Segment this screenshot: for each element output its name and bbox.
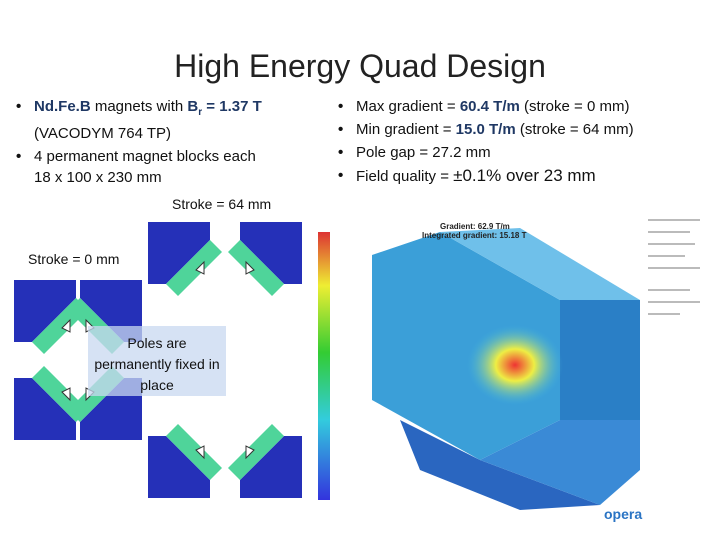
bullet-text: Min gradient = — [356, 121, 456, 138]
bullet: Nd.Fe.B magnets with Br = 1.37 T (VACODY… — [16, 96, 334, 144]
color-bar — [318, 232, 330, 500]
note-box — [88, 326, 226, 396]
bullet-text: 4 permanent magnet blocks each 18 x 100 … — [34, 148, 256, 186]
bullet: Min gradient = 15.0 T/m (stroke = 64 mm) — [338, 119, 720, 140]
render-label: Gradient: 62.9 T/m — [440, 222, 510, 231]
render-3d — [372, 228, 640, 510]
bullet-text: B — [187, 98, 199, 115]
bullet-text: = 1.37 T — [202, 98, 262, 115]
bullet-text: (stroke = 64 mm) — [515, 121, 634, 138]
bullet-text: Nd.Fe.B — [34, 98, 91, 115]
stroke-label: Stroke = 0 mm — [28, 251, 120, 267]
left-bullets: Nd.Fe.B magnets with Br = 1.37 T (VACODY… — [12, 96, 334, 190]
stroke-label: Stroke = 64 mm — [172, 196, 272, 212]
bullet-text: (VACODYM 764 TP) — [34, 125, 171, 142]
bullet: Field quality = ±0.1% over 23 mm — [338, 165, 720, 187]
logo: opera — [604, 506, 643, 522]
note: Poles are permanently fixed in place — [94, 335, 220, 393]
slide-title: High Energy Quad Design — [174, 48, 546, 84]
bullet-text: (stroke = 0 mm) — [519, 98, 630, 115]
bullet-text: ±0.1% over 23 mm — [453, 166, 596, 185]
render-label: Integrated gradient: 15.18 T — [422, 231, 527, 240]
bullet: Pole gap = 27.2 mm — [338, 142, 720, 163]
bullet: 4 permanent magnet blocks each 18 x 100 … — [16, 146, 264, 188]
bullet-text: Max gradient = — [356, 98, 460, 115]
right-bullets: Max gradient = 60.4 T/m (stroke = 0 mm) … — [334, 96, 720, 189]
bullet-text: Field quality = — [356, 168, 454, 185]
bullet-text: 60.4 T/m — [459, 98, 520, 115]
bullet-text: Pole gap = 27.2 mm — [356, 144, 491, 161]
bullet-text: magnets with — [90, 98, 188, 115]
bullet: Max gradient = 60.4 T/m (stroke = 0 mm) — [338, 96, 720, 117]
bullet-text: r — [198, 107, 203, 118]
render-legend — [648, 219, 700, 315]
bullet-text: 15.0 T/m — [455, 121, 516, 138]
